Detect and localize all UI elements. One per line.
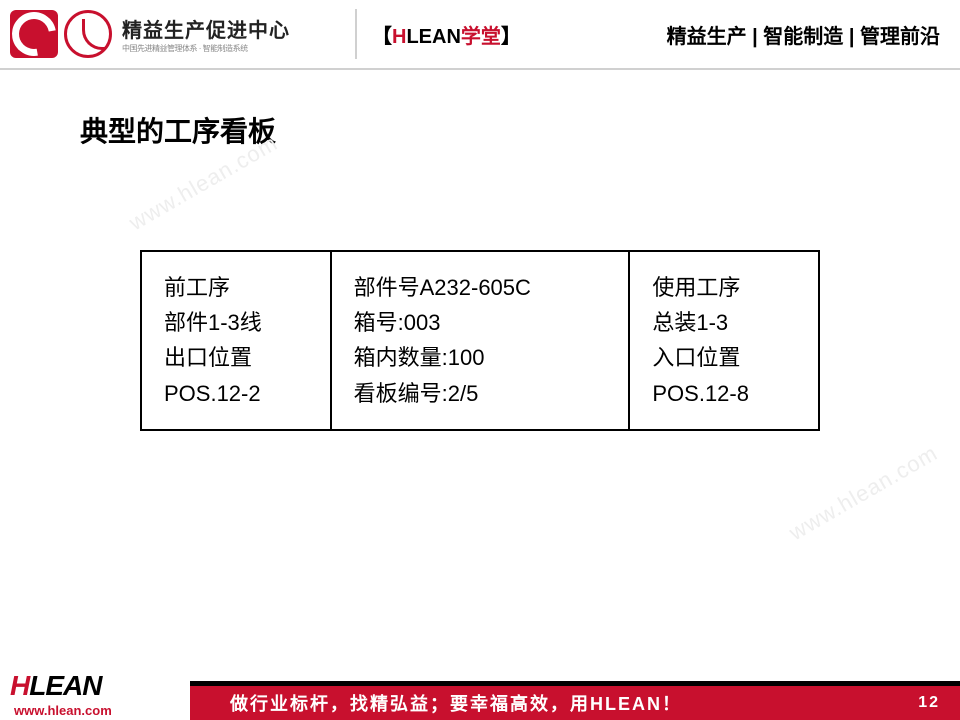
footer-logo-lean: LEAN	[29, 670, 101, 701]
footer: HLEAN www.hlean.com 做行业标杆，找精弘益；要幸福高效，用HL…	[0, 662, 960, 720]
kanban-col-prev: 前工序 部件1-3线 出口位置 POS.12-2	[141, 251, 331, 430]
center-lean: LEAN	[406, 26, 460, 48]
cell-line: 总装1-3	[652, 305, 796, 340]
footer-url: www.hlean.com	[14, 703, 112, 718]
page-number: 12	[918, 694, 940, 712]
footer-bar: 做行业标杆，找精弘益；要幸福高效，用HLEAN！ 12	[190, 686, 960, 720]
header-center: 【HLEAN学堂】	[372, 20, 521, 49]
bracket-r: 】	[501, 26, 521, 48]
kanban-table: 前工序 部件1-3线 出口位置 POS.12-2 部件号A232-605C 箱号…	[140, 250, 820, 431]
footer-slogan: 做行业标杆，找精弘益；要幸福高效，用HLEAN！	[230, 690, 682, 716]
cell-line: 出口位置	[164, 340, 308, 375]
logo-c-icon	[10, 10, 58, 58]
header-divider	[355, 9, 357, 59]
kanban-col-part: 部件号A232-605C 箱号:003 箱内数量:100 看板编号:2/5	[331, 251, 630, 430]
logo-main-text: 精益生产促进中心	[122, 14, 290, 43]
logo-circle-icon	[64, 10, 112, 58]
cell-line: 部件1-3线	[164, 305, 308, 340]
bracket-l: 【	[372, 26, 392, 48]
center-xt: 学堂	[461, 26, 501, 48]
header-right: 精益生产 | 智能制造 | 管理前沿	[667, 20, 940, 49]
table-row: 前工序 部件1-3线 出口位置 POS.12-2 部件号A232-605C 箱号…	[141, 251, 819, 430]
logo-sub-text: 中国先进精益管理体系 · 智能制造系统	[122, 43, 290, 54]
footer-logo-h: H	[10, 670, 29, 701]
cell-line: 部件号A232-605C	[354, 270, 607, 305]
content: 典型的工序看板 前工序 部件1-3线 出口位置 POS.12-2 部件号A232…	[0, 70, 960, 471]
header: 精益生产促进中心 中国先进精益管理体系 · 智能制造系统 【HLEAN学堂】 精…	[0, 0, 960, 70]
cell-line: 使用工序	[652, 270, 796, 305]
cell-line: 看板编号:2/5	[354, 376, 607, 411]
slide-title: 典型的工序看板	[80, 110, 880, 150]
footer-logo: HLEAN	[10, 670, 101, 702]
cell-line: 箱号:003	[354, 305, 607, 340]
cell-line: POS.12-2	[164, 376, 308, 411]
logo-text: 精益生产促进中心 中国先进精益管理体系 · 智能制造系统	[122, 14, 290, 54]
cell-line: 前工序	[164, 270, 308, 305]
center-h: H	[392, 26, 406, 48]
kanban-col-next: 使用工序 总装1-3 入口位置 POS.12-8	[629, 251, 819, 430]
cell-line: 箱内数量:100	[354, 340, 607, 375]
cell-line: POS.12-8	[652, 376, 796, 411]
logo-area: 精益生产促进中心 中国先进精益管理体系 · 智能制造系统	[10, 10, 340, 58]
cell-line: 入口位置	[652, 340, 796, 375]
